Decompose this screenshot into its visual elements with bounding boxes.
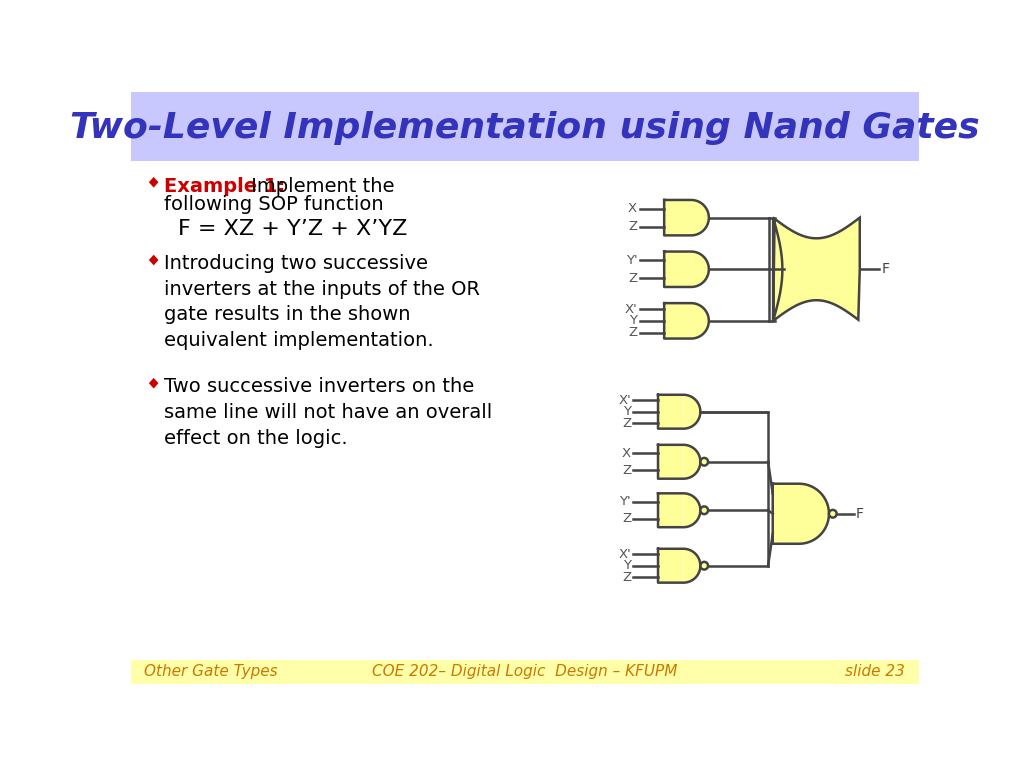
Text: X': X' xyxy=(625,303,637,316)
Polygon shape xyxy=(658,395,683,429)
FancyBboxPatch shape xyxy=(131,660,920,684)
Text: slide 23: slide 23 xyxy=(845,664,905,679)
Text: Z: Z xyxy=(628,272,637,285)
Polygon shape xyxy=(658,549,683,583)
Text: F: F xyxy=(856,507,864,521)
Text: X': X' xyxy=(618,394,631,407)
Text: Z: Z xyxy=(628,326,637,339)
Text: Example 1:: Example 1: xyxy=(165,177,286,196)
Text: X: X xyxy=(622,447,631,460)
Text: Y: Y xyxy=(623,406,631,419)
Text: Y': Y' xyxy=(626,254,637,267)
Text: Implement the: Implement the xyxy=(246,177,395,196)
Circle shape xyxy=(829,510,837,518)
Polygon shape xyxy=(773,484,799,544)
Polygon shape xyxy=(665,303,691,339)
Circle shape xyxy=(700,458,708,465)
Text: Two successive inverters on the
same line will not have an overall
effect on the: Two successive inverters on the same lin… xyxy=(165,377,493,448)
Circle shape xyxy=(700,562,708,570)
Polygon shape xyxy=(691,303,709,339)
Text: F: F xyxy=(882,262,889,276)
Polygon shape xyxy=(691,200,709,235)
Text: following SOP function: following SOP function xyxy=(165,194,384,214)
Text: Z: Z xyxy=(622,464,631,477)
Polygon shape xyxy=(658,493,683,527)
Polygon shape xyxy=(148,377,159,389)
Polygon shape xyxy=(665,200,691,235)
Text: F = XZ + Y’Z + X’YZ: F = XZ + Y’Z + X’YZ xyxy=(178,219,408,239)
Text: COE 202– Digital Logic  Design – KFUPM: COE 202– Digital Logic Design – KFUPM xyxy=(372,664,678,679)
Text: X': X' xyxy=(618,548,631,561)
Text: Z: Z xyxy=(622,571,631,584)
Text: Y': Y' xyxy=(620,495,631,508)
Text: Z: Z xyxy=(622,416,631,429)
Polygon shape xyxy=(691,252,709,287)
Polygon shape xyxy=(799,484,829,544)
Text: Introducing two successive
inverters at the inputs of the OR
gate results in the: Introducing two successive inverters at … xyxy=(165,254,480,350)
Polygon shape xyxy=(683,549,700,583)
Polygon shape xyxy=(683,445,700,478)
Text: Z: Z xyxy=(628,220,637,233)
Polygon shape xyxy=(773,217,860,321)
Text: Z: Z xyxy=(622,512,631,525)
Text: Two-Level Implementation using Nand Gates: Two-Level Implementation using Nand Gate… xyxy=(70,111,980,144)
Polygon shape xyxy=(683,493,700,527)
Text: Other Gate Types: Other Gate Types xyxy=(144,664,279,679)
Text: Y: Y xyxy=(629,314,637,327)
Text: Y: Y xyxy=(623,559,631,572)
Text: X: X xyxy=(628,202,637,215)
Polygon shape xyxy=(658,445,683,478)
Circle shape xyxy=(700,506,708,514)
FancyBboxPatch shape xyxy=(131,92,920,161)
Polygon shape xyxy=(665,252,691,287)
Polygon shape xyxy=(148,254,159,266)
Polygon shape xyxy=(683,395,700,429)
Polygon shape xyxy=(148,176,159,188)
